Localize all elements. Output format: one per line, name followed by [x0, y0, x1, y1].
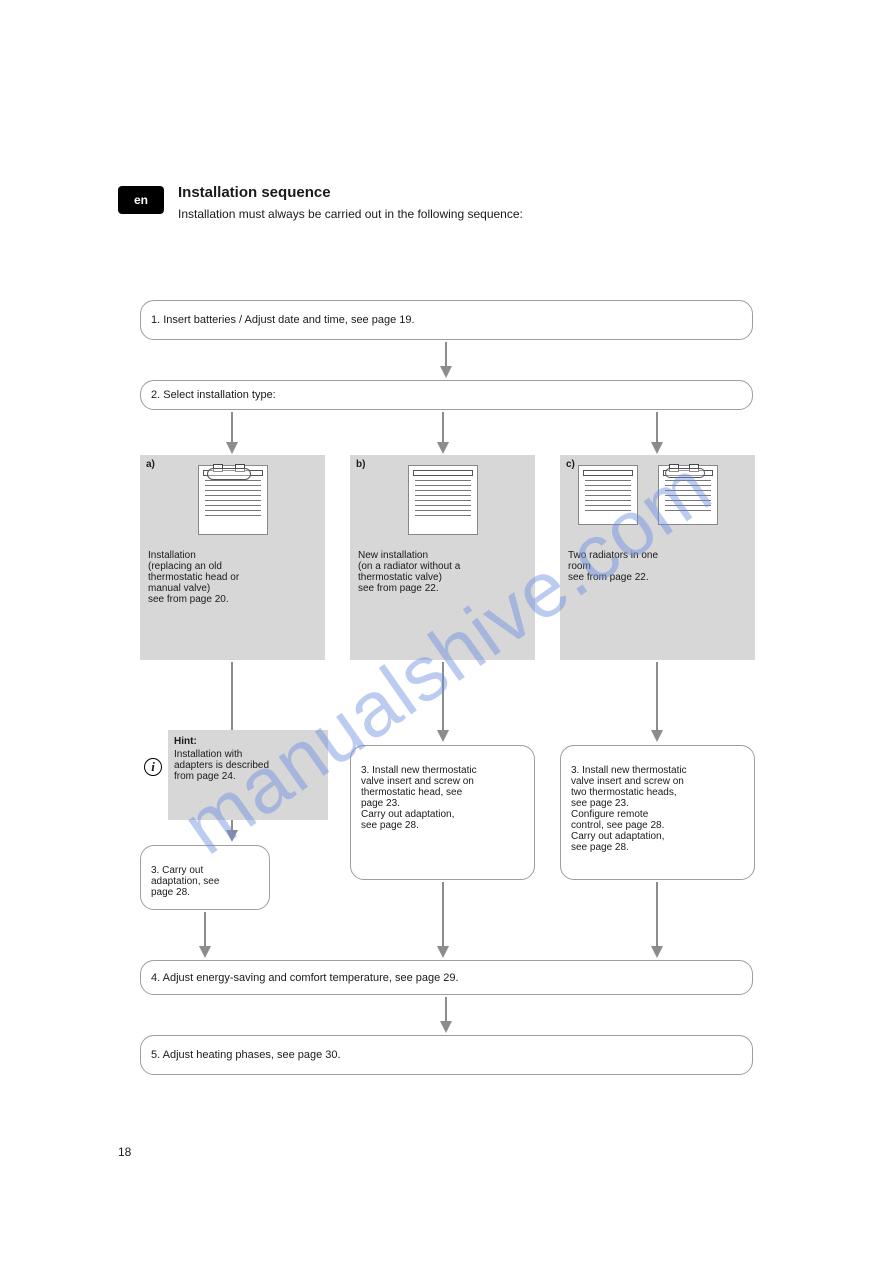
step1-box: 1. Insert batteries / Adjust date and ti… — [140, 300, 753, 340]
arrow-3a-4 — [198, 912, 212, 958]
arrow-step2-b — [436, 412, 450, 454]
branch-c-label: c) — [566, 459, 575, 470]
step1-text: 1. Insert batteries / Adjust date and ti… — [151, 314, 415, 326]
step3a-text: 3. Carry out adaptation, see page 28. — [151, 865, 219, 898]
step5-text: 5. Adjust heating phases, see page 30. — [151, 1049, 341, 1061]
hint-box: Hint: Installation with adapters is desc… — [168, 730, 328, 820]
arrow-step2-c — [650, 412, 664, 454]
branch-a-diagram — [198, 465, 268, 535]
arrow-c-down — [650, 662, 664, 742]
page-subtitle: Installation must always be carried out … — [178, 207, 523, 221]
arrow-b-down — [436, 662, 450, 742]
language-badge: en — [118, 186, 164, 214]
step3b-text: 3. Install new thermostatic valve insert… — [361, 765, 477, 831]
step4-box: 4. Adjust energy-saving and comfort temp… — [140, 960, 753, 995]
page-number: 18 — [118, 1145, 131, 1159]
hint-text: Installation with adapters is described … — [174, 749, 322, 782]
page-title: Installation sequence — [178, 184, 738, 201]
step5-box: 5. Adjust heating phases, see page 30. — [140, 1035, 753, 1075]
branch-a-text: Installation (replacing an old thermosta… — [148, 550, 317, 605]
step2-text: 2. Select installation type: — [151, 389, 276, 401]
branch-c-box: c) Two radiators in one room see from pa… — [560, 455, 755, 660]
branch-a-label: a) — [146, 459, 155, 470]
step3c-box: 3. Install new thermostatic valve insert… — [560, 745, 755, 880]
branch-c-diagram-2 — [658, 465, 718, 525]
branch-b-label: b) — [356, 459, 365, 470]
arrow-4-5 — [439, 997, 453, 1033]
branch-a-box: a) Installation (replacing an old thermo… — [140, 455, 325, 660]
branch-b-diagram — [408, 465, 478, 535]
branch-b-box: b) New installation (on a radiator witho… — [350, 455, 535, 660]
heading-block: Installation sequence Installation must … — [178, 184, 738, 223]
hint-label: Hint: — [174, 736, 322, 747]
step3c-text: 3. Install new thermostatic valve insert… — [571, 765, 687, 853]
branch-c-text: Two radiators in one room see from page … — [568, 550, 747, 583]
arrow-3b-4 — [436, 882, 450, 958]
arrow-3c-4 — [650, 882, 664, 958]
step3a-box: 3. Carry out adaptation, see page 28. — [140, 845, 270, 910]
arrow-step2-a — [225, 412, 239, 454]
info-icon: i — [144, 758, 162, 776]
step3b-box: 3. Install new thermostatic valve insert… — [350, 745, 535, 880]
arrow-step1-step2 — [439, 342, 453, 378]
branch-c-diagram-1 — [578, 465, 638, 525]
step2-box: 2. Select installation type: — [140, 380, 753, 410]
step4-text: 4. Adjust energy-saving and comfort temp… — [151, 972, 459, 984]
branch-b-text: New installation (on a radiator without … — [358, 550, 527, 594]
